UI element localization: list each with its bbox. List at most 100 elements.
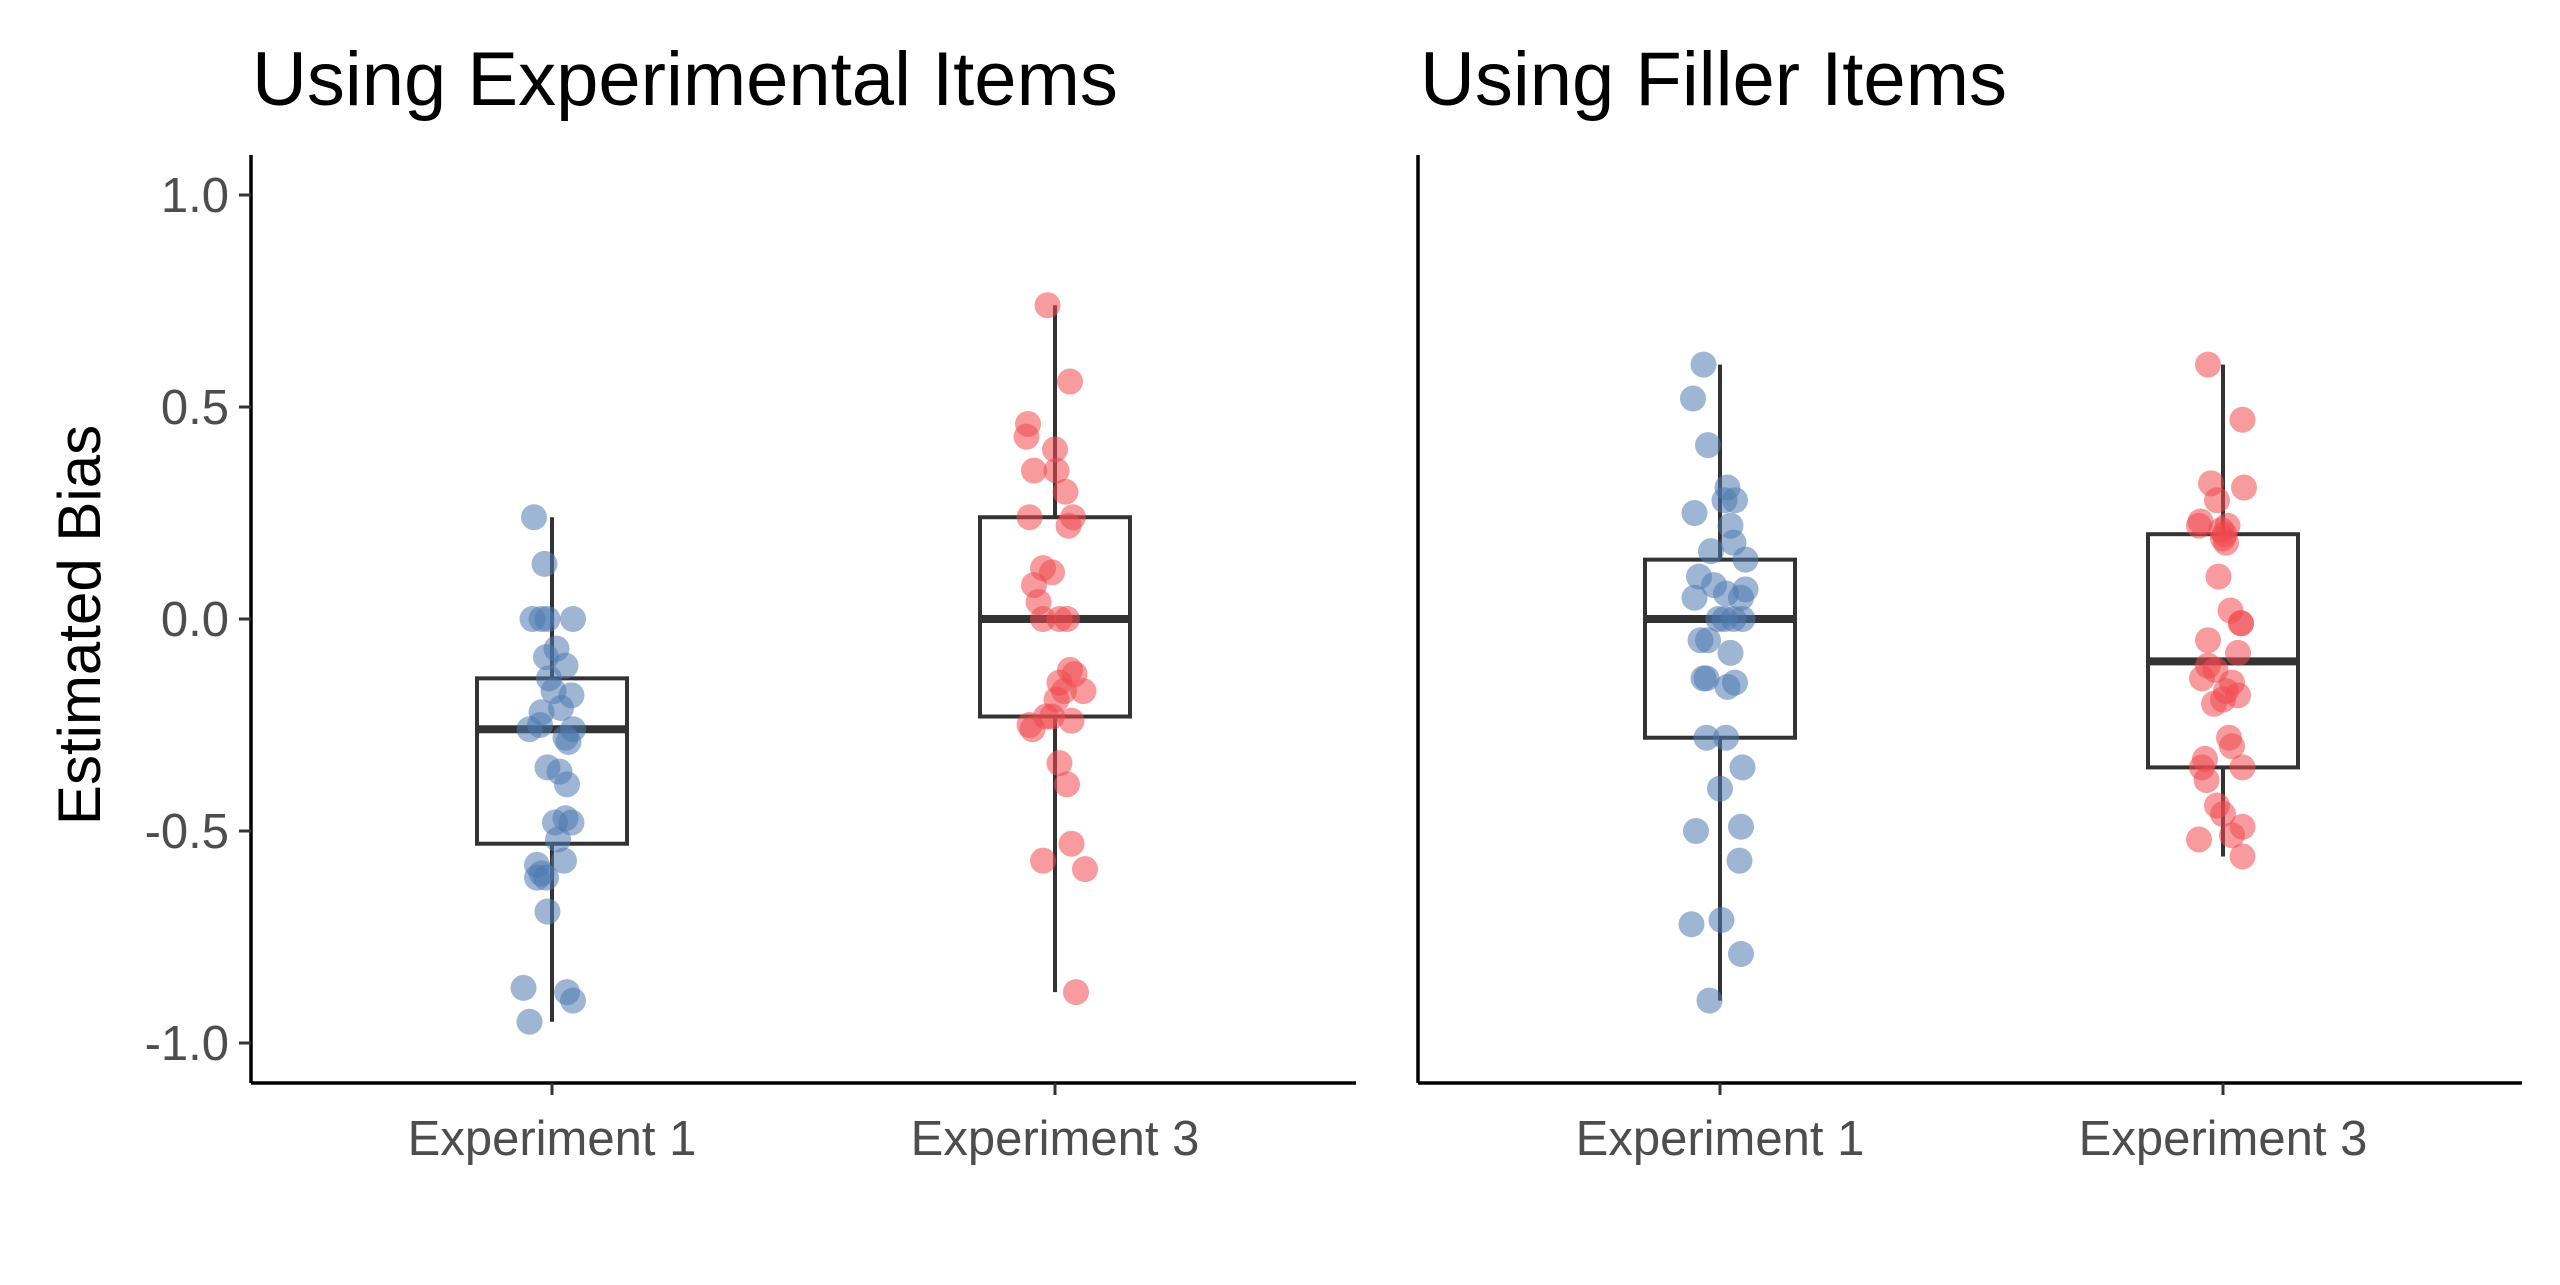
data-point (1070, 678, 1097, 705)
x-tick-label: Experiment 1 (408, 1112, 697, 1166)
data-point (560, 606, 586, 632)
data-point (527, 712, 553, 738)
data-point (2205, 563, 2232, 590)
data-point (2193, 767, 2220, 794)
data-point (1016, 504, 1043, 531)
series-experiment-3: Experiment 3 (911, 292, 1200, 1166)
panels-layer: Using Experimental Items 1.0 0.5 0.0 -0.5 -1.… (145, 37, 2522, 1166)
data-point (1698, 538, 1724, 565)
data-point (1039, 559, 1065, 586)
data-point (1708, 907, 1735, 934)
data-point (545, 826, 571, 853)
data-point (2210, 801, 2236, 828)
data-point (516, 1008, 543, 1035)
data-point (548, 695, 574, 722)
data-point (1058, 830, 1085, 857)
data-point (2228, 610, 2254, 637)
data-point (1687, 627, 1714, 654)
data-point (534, 898, 561, 925)
data-point (1063, 979, 1089, 1006)
data-point (1043, 457, 1070, 484)
data-point (533, 864, 559, 891)
panel-2: Using Filler Items Experiment 1 Experiment… (1416, 37, 2522, 1166)
data-point (1072, 856, 1098, 883)
y-tick-label: 0.0 (161, 593, 229, 647)
data-point (1013, 423, 1040, 450)
data-point (2231, 474, 2257, 501)
data-point (2219, 733, 2245, 760)
data-point (1696, 987, 1723, 1014)
data-point (2213, 529, 2239, 556)
series-experiment-1: Experiment 1 (408, 504, 697, 1166)
data-point (1678, 911, 1705, 938)
data-point (521, 504, 547, 531)
data-point (1030, 847, 1056, 874)
y-tick-label: 1.0 (161, 169, 229, 223)
data-point (1695, 432, 1721, 459)
data-point (1690, 351, 1717, 378)
data-point (2201, 690, 2227, 717)
data-point (2229, 843, 2256, 870)
data-point (1707, 775, 1733, 802)
x-tick-label: Experiment 3 (2079, 1112, 2368, 1166)
data-point (2229, 754, 2256, 781)
data-point (2219, 822, 2245, 849)
series-experiment-1: Experiment 1 (1576, 351, 1865, 1166)
data-point (1054, 771, 1080, 798)
data-point (1717, 639, 1744, 666)
data-point (560, 987, 586, 1014)
data-point (510, 974, 537, 1001)
data-point (1728, 940, 1754, 967)
data-point (1058, 707, 1085, 734)
data-point (1713, 724, 1739, 751)
data-point (1728, 813, 1754, 840)
data-point (2189, 665, 2215, 692)
data-point (2229, 406, 2256, 433)
panel-title: Using Filler Items (1420, 37, 2007, 122)
panel-1: Using Experimental Items 1.0 0.5 0.0 -0.5 -1.… (145, 37, 1356, 1166)
data-point (2195, 627, 2221, 654)
data-point (552, 724, 579, 751)
data-point (1722, 669, 1748, 696)
data-point (1046, 750, 1073, 777)
data-point (1683, 818, 1709, 844)
x-tick-label: Experiment 1 (1576, 1112, 1865, 1166)
panel-title: Using Experimental Items (252, 37, 1118, 122)
data-point (1680, 385, 1706, 412)
data-point (1732, 576, 1759, 603)
data-point (1054, 606, 1080, 632)
data-point (1052, 478, 1079, 505)
data-point (1732, 546, 1759, 573)
data-point (533, 644, 559, 671)
data-point (2186, 826, 2212, 853)
y-tick-label: -1.0 (145, 1017, 229, 1071)
data-point (1034, 292, 1061, 319)
data-point (554, 771, 580, 798)
data-point (2186, 512, 2212, 539)
data-point (1019, 716, 1046, 743)
data-point (1042, 436, 1068, 463)
data-point (1681, 500, 1708, 526)
data-point (1690, 665, 1717, 692)
data-point (1681, 584, 1708, 611)
data-point (2204, 487, 2230, 514)
data-point (2195, 351, 2221, 378)
y-axis-title: Estimated Bias (46, 425, 113, 825)
y-tick-label: -0.5 (145, 805, 229, 859)
x-tick-label: Experiment 3 (911, 1112, 1200, 1166)
data-point (1021, 457, 1047, 484)
data-point (534, 606, 561, 632)
data-point (1722, 487, 1748, 514)
data-point (2225, 639, 2251, 666)
data-point (1057, 368, 1083, 395)
data-point (551, 847, 577, 874)
y-tick-label: 0.5 (161, 381, 229, 435)
data-point (1693, 724, 1720, 751)
data-point (1729, 606, 1756, 632)
series-experiment-3: Experiment 3 (2079, 351, 2368, 1166)
data-point (1726, 847, 1753, 874)
data-point (1055, 512, 1082, 539)
data-point (1711, 606, 1738, 632)
